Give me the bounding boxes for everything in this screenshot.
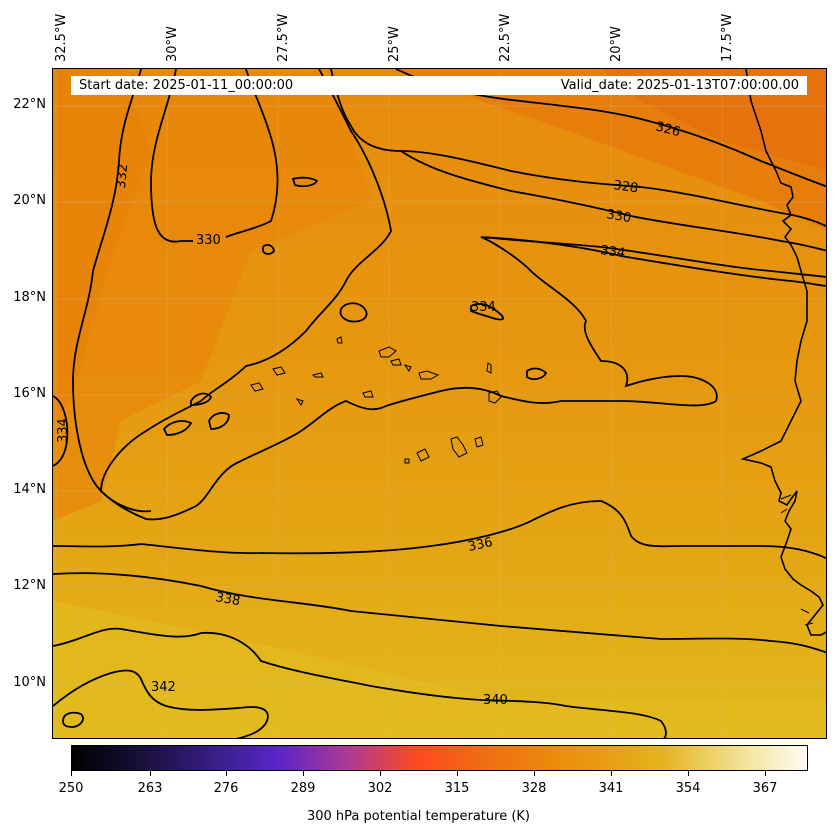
contour-336	[53, 500, 826, 560]
colorbar-tick	[688, 771, 689, 776]
colorbar-tick	[611, 771, 612, 776]
lon-label-32-5w: 32.5°W	[54, 13, 69, 62]
contour-label-334-west: 334	[56, 418, 71, 443]
contour-label-326: 326	[654, 119, 682, 140]
contour-342-small	[62, 711, 84, 728]
lat-label-12n: 12°N	[13, 578, 46, 593]
contour-334-east-west-edge	[53, 395, 69, 467]
lon-label-30w: 30°W	[165, 26, 180, 62]
lon-label-17-5w: 17.5°W	[720, 13, 735, 62]
colorbar-label-250: 250	[58, 781, 84, 796]
colorbar-label-276: 276	[213, 781, 239, 796]
valid-date-text: Valid_date: 2025-01-13T07:00:00.00	[560, 78, 799, 93]
map-panel: 332 330 326 328 330 334 334 334 336 338 …	[52, 68, 827, 739]
contour-334-north	[480, 236, 826, 278]
colorbar-label-302: 302	[367, 781, 393, 796]
contour-label-334-east: 334	[599, 243, 626, 261]
lon-label-20w: 20°W	[609, 26, 624, 62]
colorbar-label-341: 341	[598, 781, 624, 796]
contour-340	[53, 627, 667, 738]
lon-label-25w: 25°W	[387, 26, 402, 62]
contour-328	[330, 69, 826, 228]
lat-label-22n: 22°N	[13, 97, 46, 112]
colorbar-label-367: 367	[752, 781, 778, 796]
contour-330-west	[225, 69, 279, 238]
colorbar-tick	[457, 771, 458, 776]
contour-334-main	[100, 69, 826, 521]
contour-330-east	[400, 150, 826, 252]
contour-332-east-loop	[150, 69, 193, 243]
contour-338	[53, 572, 826, 654]
colorbar-tick	[380, 771, 381, 776]
colorbar-tick	[226, 771, 227, 776]
lat-label-20n: 20°N	[13, 193, 46, 208]
lon-label-27-5w: 27.5°W	[276, 13, 291, 62]
contour-label-334-center: 334	[471, 300, 496, 315]
colorbar-label-263: 263	[137, 781, 163, 796]
cool-region-south	[53, 601, 826, 738]
contour-label-340: 340	[483, 693, 508, 708]
start-date-text: Start date: 2025-01-11_00:00:00	[79, 78, 294, 93]
colorbar-tick	[534, 771, 535, 776]
contour-label-338: 338	[214, 590, 241, 609]
colorbar-tick	[303, 771, 304, 776]
contour-342	[53, 669, 269, 738]
colorbar	[71, 745, 808, 771]
colorbar-tick	[71, 771, 72, 776]
contour-small-islands	[162, 176, 548, 436]
colorbar-label-289: 289	[290, 781, 316, 796]
colorbar-title: 300 hPa potential temperature (K)	[306, 809, 530, 824]
contour-label-332-north: 332	[114, 163, 131, 189]
cape-verde-islands	[250, 336, 502, 464]
contour-label-330-west: 330	[196, 233, 221, 248]
colorbar-tick	[765, 771, 766, 776]
africa-coastline	[740, 69, 826, 636]
lat-label-16n: 16°N	[13, 386, 46, 401]
contour-334-small-loop	[470, 303, 505, 321]
lon-label-22-5w: 22.5°W	[498, 13, 513, 62]
warm-core-west	[53, 69, 151, 421]
lat-label-10n: 10°N	[13, 675, 46, 690]
africa-coastline-detail	[780, 494, 814, 626]
lat-label-14n: 14°N	[13, 482, 46, 497]
colorbar-label-354: 354	[675, 781, 701, 796]
colorbar-label-315: 315	[444, 781, 470, 796]
contour-label-336: 336	[467, 535, 494, 555]
contour-label-342: 342	[151, 680, 176, 695]
colorbar-tick	[150, 771, 151, 776]
contour-label-328: 328	[612, 178, 639, 196]
lat-label-18n: 18°N	[13, 290, 46, 305]
date-info-box: Start date: 2025-01-11_00:00:00 Valid_da…	[71, 76, 807, 95]
map-canvas: 332 330 326 328 330 334 334 334 336 338 …	[53, 69, 826, 738]
colorbar-label-328: 328	[521, 781, 547, 796]
contour-label-330-east: 330	[605, 207, 632, 226]
